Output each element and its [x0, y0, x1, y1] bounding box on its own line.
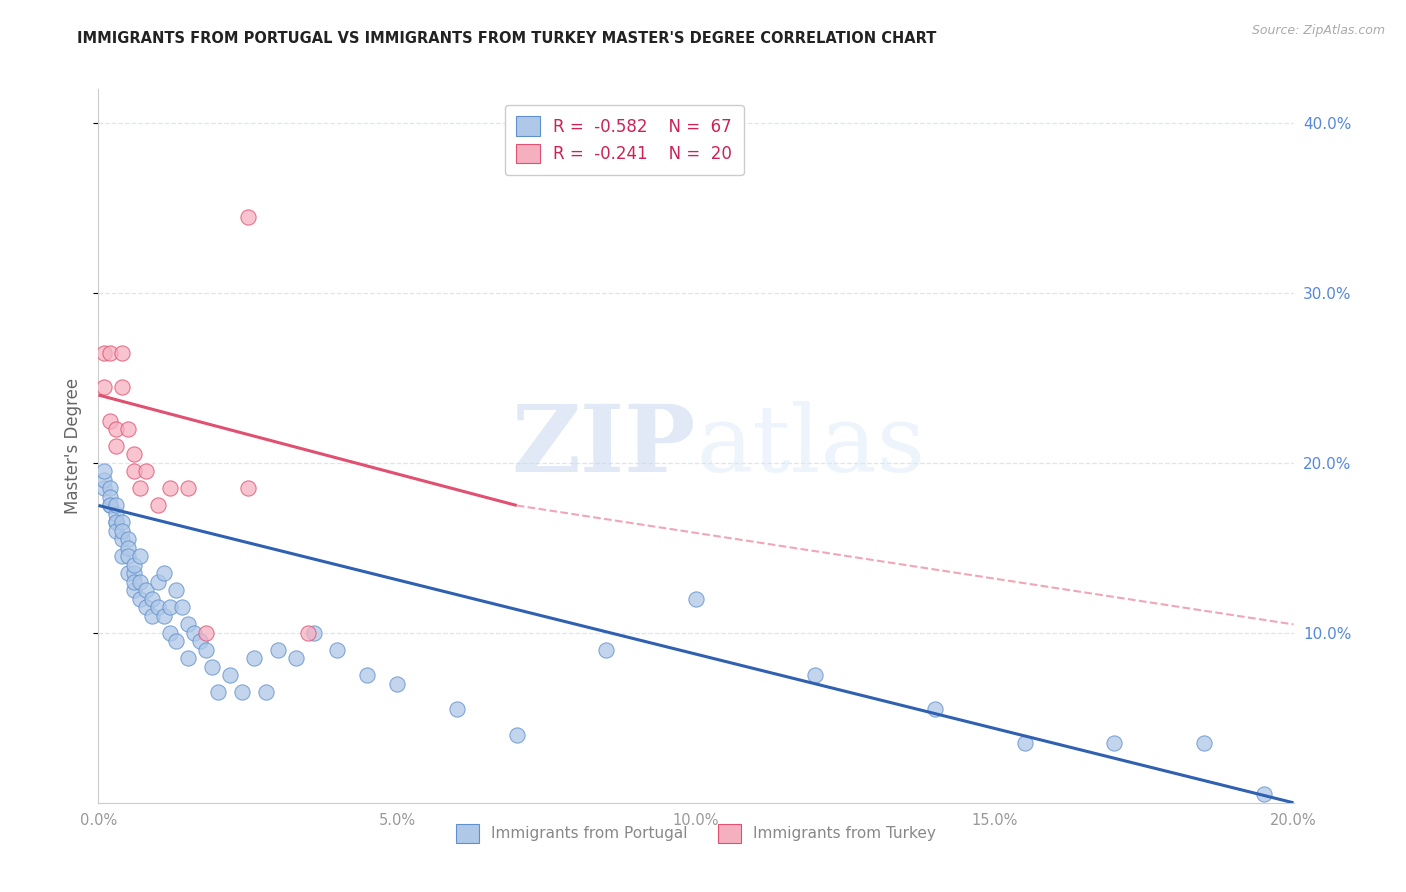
Point	[98, 490, 122, 504]
Point	[236, 482, 259, 496]
Point	[98, 345, 122, 359]
Text: IMMIGRANTS FROM PORTUGAL VS IMMIGRANTS FROM TURKEY MASTER'S DEGREE CORRELATION C: IMMIGRANTS FROM PORTUGAL VS IMMIGRANTS F…	[77, 31, 936, 46]
Point	[105, 516, 128, 530]
Point	[111, 533, 134, 547]
Point	[98, 413, 122, 427]
Point	[111, 549, 134, 564]
Point	[117, 549, 139, 564]
Point	[111, 524, 134, 538]
Point	[98, 499, 122, 513]
Point	[148, 600, 170, 615]
Point	[165, 583, 187, 598]
Point	[159, 626, 181, 640]
Point	[177, 617, 200, 632]
Point	[105, 422, 128, 436]
Point	[302, 626, 325, 640]
Point	[124, 574, 146, 589]
Point	[93, 482, 115, 496]
Point	[267, 643, 290, 657]
Point	[124, 566, 146, 581]
Point	[105, 516, 128, 530]
Point	[356, 668, 378, 682]
Point	[172, 600, 194, 615]
Text: atlas: atlas	[696, 401, 925, 491]
Point	[105, 499, 128, 513]
Point	[93, 473, 115, 487]
Point	[98, 482, 122, 496]
Point	[446, 702, 468, 716]
Point	[1253, 787, 1275, 801]
Text: Source: ZipAtlas.com: Source: ZipAtlas.com	[1251, 24, 1385, 37]
Point	[207, 685, 229, 699]
Point	[117, 566, 139, 581]
Point	[105, 524, 128, 538]
Point	[129, 574, 152, 589]
Point	[183, 626, 205, 640]
Point	[98, 499, 122, 513]
Point	[129, 591, 152, 606]
Point	[506, 728, 529, 742]
Point	[135, 583, 157, 598]
Point	[124, 448, 146, 462]
Point	[595, 643, 617, 657]
Point	[231, 685, 253, 699]
Point	[135, 465, 157, 479]
Point	[124, 583, 146, 598]
Point	[804, 668, 827, 682]
Point	[93, 379, 115, 393]
Text: ZIP: ZIP	[512, 401, 696, 491]
Point	[236, 210, 259, 224]
Point	[117, 541, 139, 555]
Point	[243, 651, 266, 665]
Point	[111, 345, 134, 359]
Point	[188, 634, 211, 648]
Point	[111, 379, 134, 393]
Point	[129, 549, 152, 564]
Point	[117, 533, 139, 547]
Point	[219, 668, 242, 682]
Point	[111, 516, 134, 530]
Y-axis label: Master's Degree: Master's Degree	[65, 378, 83, 514]
Point	[201, 660, 224, 674]
Legend: Immigrants from Portugal, Immigrants from Turkey: Immigrants from Portugal, Immigrants fro…	[450, 818, 942, 848]
Point	[195, 626, 218, 640]
Point	[93, 345, 115, 359]
Point	[1192, 736, 1215, 750]
Point	[297, 626, 319, 640]
Point	[326, 643, 349, 657]
Point	[685, 591, 707, 606]
Point	[284, 651, 307, 665]
Point	[124, 465, 146, 479]
Point	[129, 482, 152, 496]
Point	[135, 600, 157, 615]
Point	[124, 558, 146, 572]
Point	[159, 482, 181, 496]
Point	[159, 600, 181, 615]
Point	[385, 677, 409, 691]
Point	[105, 507, 128, 521]
Point	[924, 702, 946, 716]
Point	[153, 608, 176, 623]
Point	[195, 643, 218, 657]
Point	[177, 482, 200, 496]
Point	[153, 566, 176, 581]
Point	[254, 685, 277, 699]
Point	[165, 634, 187, 648]
Point	[148, 499, 170, 513]
Point	[148, 574, 170, 589]
Point	[117, 422, 139, 436]
Point	[141, 608, 163, 623]
Point	[1104, 736, 1126, 750]
Point	[1014, 736, 1036, 750]
Point	[177, 651, 200, 665]
Point	[93, 465, 115, 479]
Point	[105, 439, 128, 453]
Point	[141, 591, 163, 606]
